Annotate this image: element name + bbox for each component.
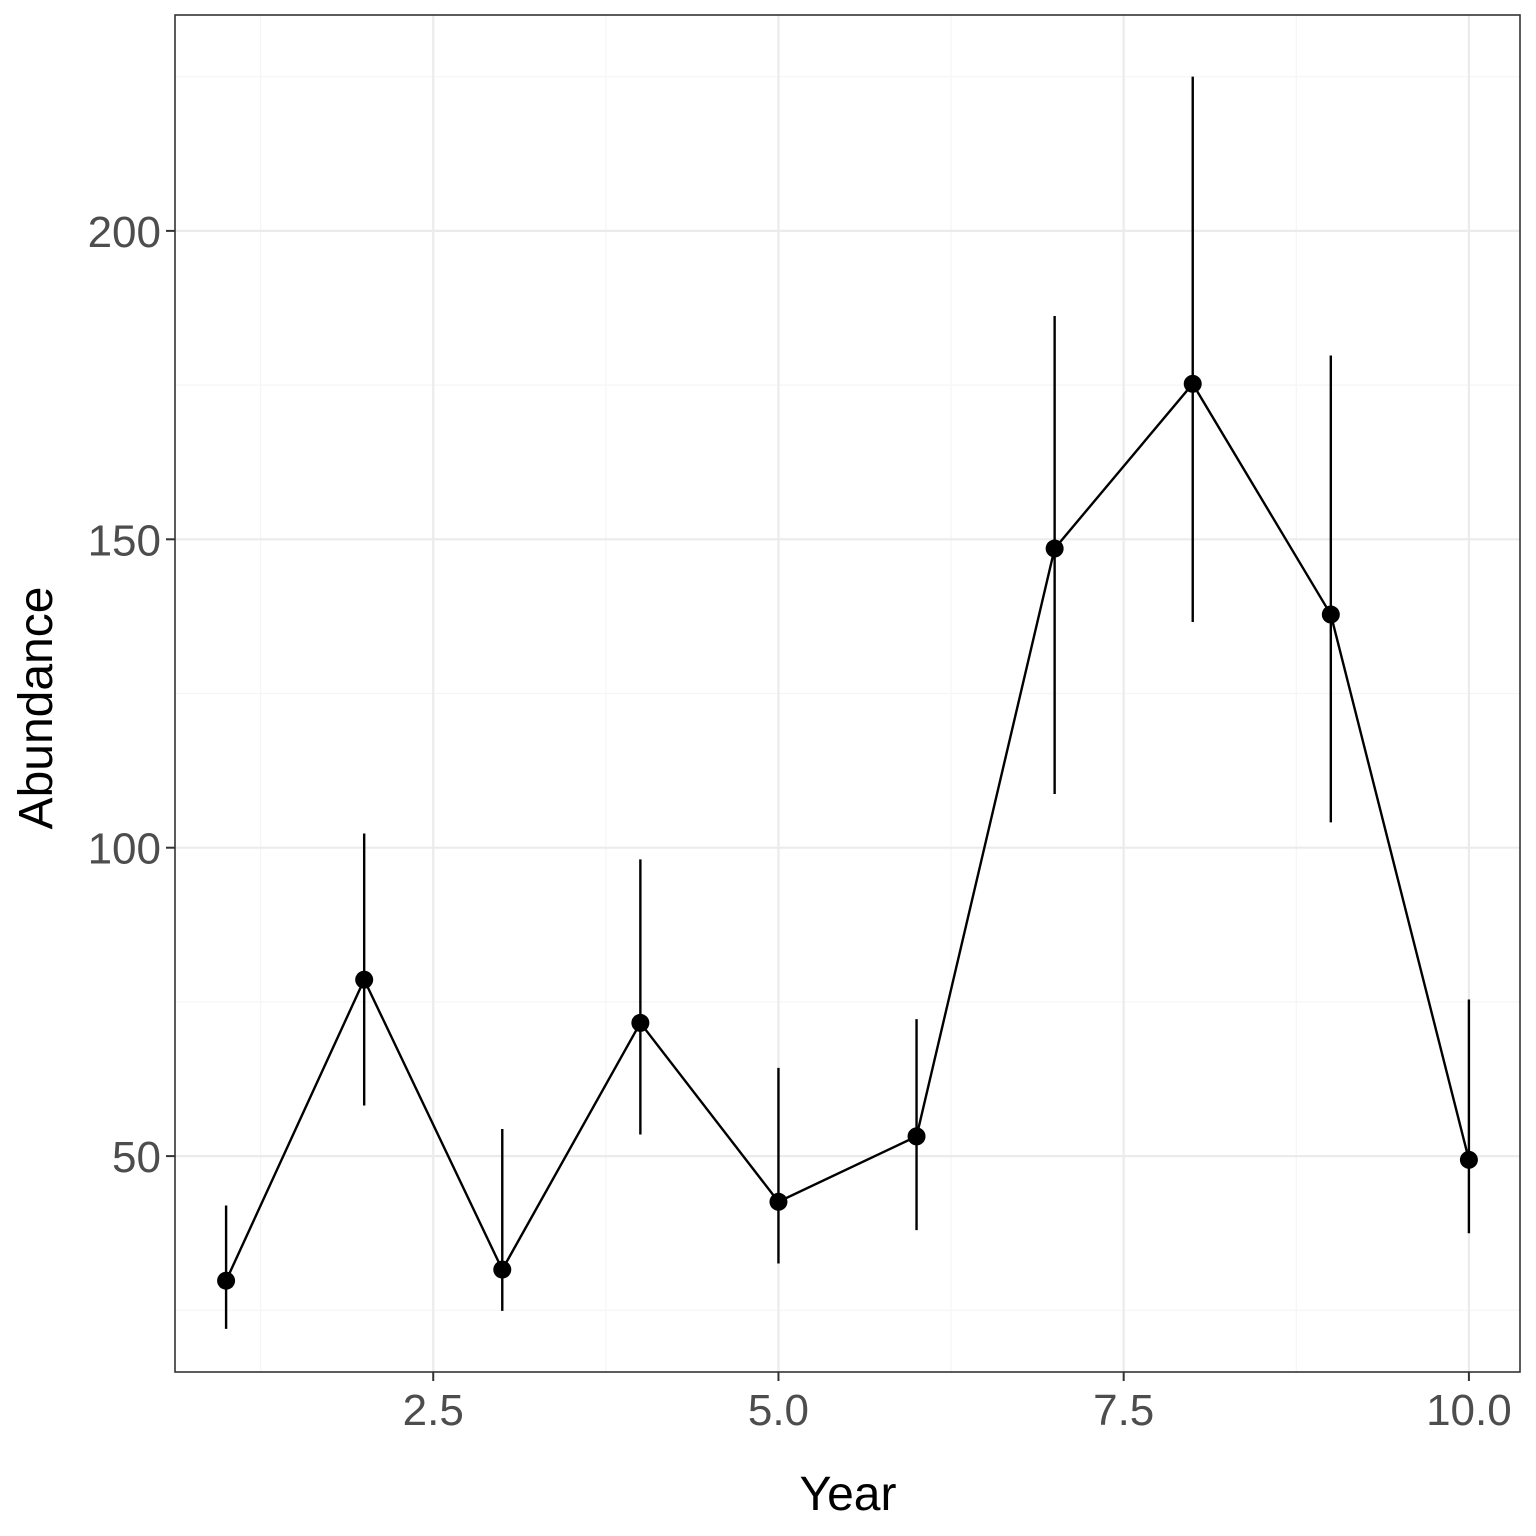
y-tick-label: 200 (88, 208, 161, 257)
series-line (224, 381, 1471, 1282)
y-tick-label: 50 (112, 1133, 161, 1182)
x-tick-label: 5.0 (748, 1386, 809, 1435)
x-tick-label: 10.0 (1426, 1386, 1512, 1435)
data-point (631, 1013, 650, 1032)
data-point (907, 1127, 926, 1146)
x-tick-label: 7.5 (1093, 1386, 1154, 1435)
error-bars (224, 76, 1471, 1329)
y-tick-label: 100 (88, 825, 161, 874)
data-point (769, 1192, 788, 1211)
data-point (355, 970, 374, 989)
panel-border (174, 14, 1521, 1373)
data-point (1459, 1150, 1478, 1169)
y-axis-ticks: 50 100 150 200 (88, 208, 175, 1182)
data-point (1183, 374, 1202, 393)
data-point (217, 1271, 236, 1290)
data-point (1321, 605, 1340, 624)
y-axis-title: Abundance (10, 587, 63, 830)
x-tick-label: 2.5 (403, 1386, 464, 1435)
data-point (493, 1260, 512, 1279)
data-points (217, 374, 1478, 1290)
minor-gridlines (175, 15, 1520, 1372)
data-point (1045, 539, 1064, 558)
x-axis-ticks: 2.5 5.0 7.5 10.0 (403, 1372, 1512, 1435)
y-tick-label: 150 (88, 516, 161, 565)
x-axis-title: Year (800, 1468, 897, 1521)
